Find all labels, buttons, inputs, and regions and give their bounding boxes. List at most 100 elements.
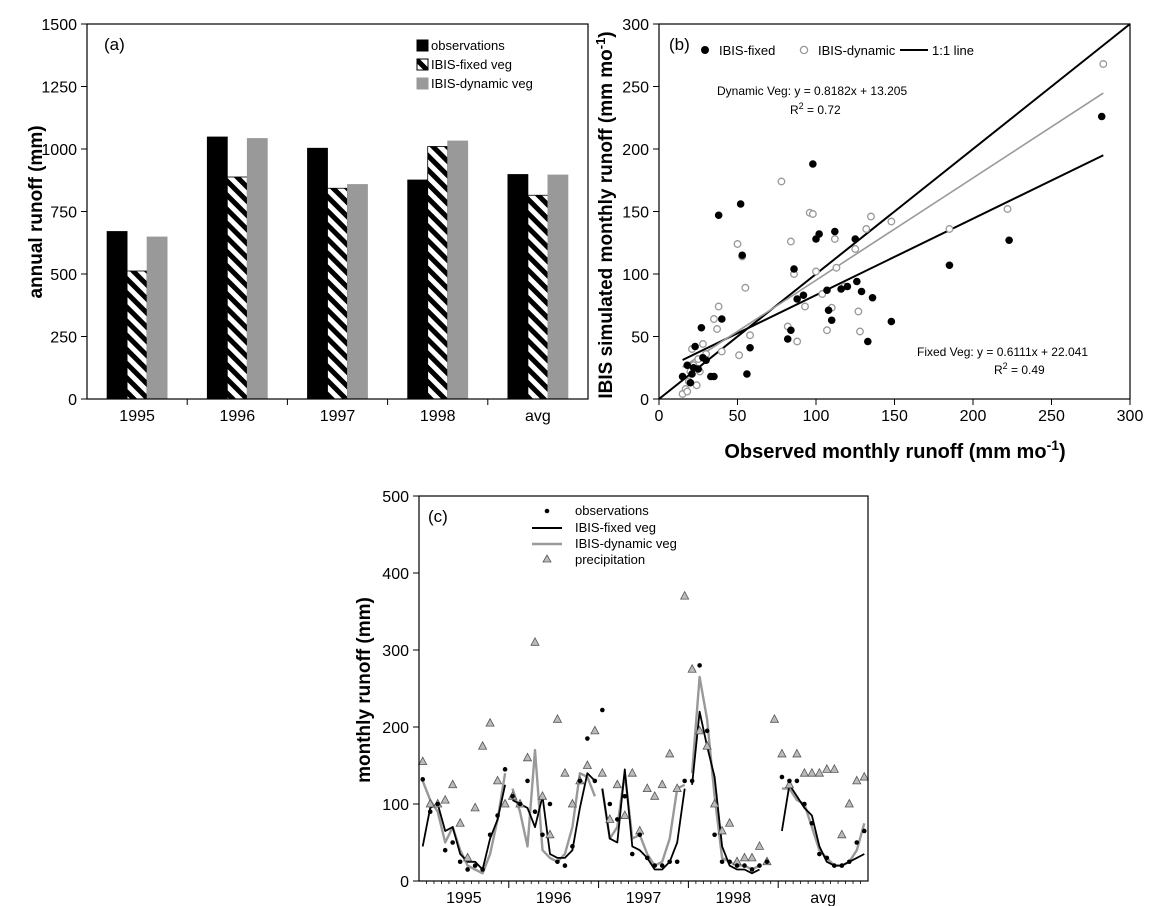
point-ibis-fixed [738, 251, 747, 260]
x-tick-label-avg: avg [810, 890, 836, 906]
y-tick-label-1500: 1500 [41, 17, 77, 34]
marker-observations [809, 820, 815, 826]
y-tick-label-200: 200 [382, 720, 409, 737]
panel-c-legend: observations IBIS-fixed veg IBIS-dynamic… [532, 503, 677, 567]
marker-observations [712, 832, 717, 838]
marker-observations [487, 832, 493, 838]
point-ibis-dynamic [710, 315, 718, 323]
point-ibis-fixed [1005, 236, 1013, 245]
marker-observations [592, 778, 598, 784]
marker-precipitation [545, 829, 555, 839]
point-ibis-dynamic [945, 225, 954, 233]
marker-precipitation [837, 829, 847, 839]
point-ibis-fixed [799, 291, 808, 300]
point-ibis-dynamic [786, 237, 795, 246]
marker-observations [846, 859, 852, 865]
point-ibis-dynamic [692, 381, 701, 390]
x-tick-label-1997: 1997 [320, 408, 356, 425]
one-to-one-line [658, 23, 1131, 400]
marker-precipitation [537, 790, 548, 800]
point-ibis-dynamic [854, 307, 863, 316]
y-tick-label-0: 0 [68, 392, 77, 409]
legend-label-ibis-dynamic: IBIS-dynamic [818, 43, 896, 58]
marker-precipitation [724, 817, 735, 827]
point-ibis-dynamic [717, 347, 726, 356]
panel-a-x-ticks: 1995 1996 1997 1998 avg [119, 399, 551, 425]
marker-observations [517, 801, 523, 807]
x-tick-label-50: 50 [729, 408, 747, 425]
marker-observations [510, 794, 515, 799]
marker-precipitation [829, 763, 839, 773]
x-tick-label-1996: 1996 [220, 408, 256, 425]
bar-observations-avg [507, 174, 529, 400]
marker-observations [839, 863, 845, 868]
marker-precipitation [552, 713, 563, 723]
y-tick-label-750: 750 [50, 205, 77, 222]
panel-b-y-ticks: 0 50 100 150 200 250 300 [622, 17, 659, 409]
marker-observations [764, 859, 770, 865]
point-ibis-fixed [714, 211, 723, 220]
dynamic-veg-regression-line [682, 92, 1104, 368]
marker-observations [570, 844, 575, 849]
point-ibis-dynamic [713, 325, 722, 333]
point-ibis-dynamic [801, 302, 809, 311]
marker-observations [457, 859, 463, 865]
marker-precipitation [470, 802, 480, 812]
point-ibis-fixed [683, 361, 692, 370]
legend-swatch-ibis-fixed-veg [416, 58, 429, 71]
marker-precipitation [582, 760, 593, 769]
point-ibis-dynamic [867, 212, 875, 221]
y-tick-label-0: 0 [640, 392, 649, 409]
panel-b-scatter-chart: 0 50 100 150 200 250 300 0 50 100 150 200 250 300 (b… [593, 17, 1144, 463]
marker-observations [637, 832, 643, 838]
point-ibis-fixed [697, 323, 706, 332]
point-ibis-dynamic [793, 337, 802, 346]
y-tick-label-500: 500 [382, 489, 409, 506]
point-ibis-fixed [710, 372, 718, 381]
marker-observations [817, 851, 822, 857]
marker-precipitation [477, 740, 488, 750]
marker-precipitation [702, 740, 712, 750]
marker-observations [420, 777, 426, 782]
y-tick-label-0: 0 [400, 874, 409, 891]
marker-precipitation [440, 794, 450, 804]
y-tick-label-200: 200 [622, 142, 649, 159]
marker-observations [495, 813, 500, 818]
panel-a-bars [106, 136, 569, 400]
legend-label-ibis-fixed: IBIS-fixed [719, 43, 775, 58]
point-ibis-fixed [815, 230, 823, 238]
x-tick-label-200: 200 [960, 408, 987, 425]
marker-precipitation [717, 825, 727, 835]
point-ibis-fixed [823, 286, 831, 295]
legend-swatch-observations [416, 39, 429, 52]
marker-precipitation [739, 852, 750, 862]
marker-precipitation [807, 767, 817, 777]
point-ibis-dynamic [699, 340, 707, 348]
legend-label-ibis-fixed-veg: IBIS-fixed veg [431, 57, 512, 72]
bar-observations-1997 [307, 147, 328, 400]
panel-a-legend: observations IBIS-fixed veg IBIS-dynamic… [416, 38, 533, 91]
legend-label-c-ibis-fixed-veg: IBIS-fixed veg [575, 520, 656, 535]
marker-precipitation [522, 752, 533, 762]
x-tick-label-1996: 1996 [536, 890, 572, 906]
point-ibis-fixed [746, 343, 754, 352]
point-ibis-fixed [718, 315, 726, 323]
marker-precipitation [769, 713, 780, 723]
point-ibis-fixed [694, 365, 703, 373]
x-tick-label-100: 100 [803, 408, 830, 425]
point-ibis-fixed [702, 356, 710, 365]
panel-c-series [418, 590, 869, 875]
marker-precipitation [560, 767, 570, 777]
y-tick-label-250: 250 [50, 330, 77, 347]
marker-observations [472, 863, 478, 868]
point-ibis-fixed [743, 370, 751, 378]
marker-precipitation [844, 798, 854, 808]
marker-precipitation [859, 771, 869, 781]
point-ibis-fixed [691, 342, 699, 351]
panel-c-frame [418, 495, 869, 882]
marker-observations [659, 863, 665, 868]
point-ibis-dynamic [887, 217, 896, 226]
line-ibis-dynamic-veg-1997 [601, 772, 686, 867]
marker-precipitation [792, 748, 802, 758]
panel-c-y-axis-label: monthly runoff (mm) [354, 597, 375, 783]
